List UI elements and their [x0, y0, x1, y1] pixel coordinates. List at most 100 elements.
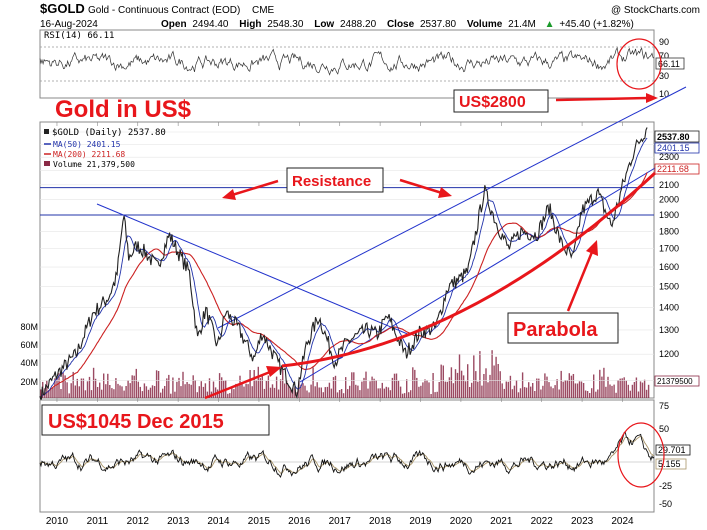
rsi-frame: [39, 29, 655, 99]
volume-bar: [428, 382, 430, 398]
resistance-arrow-right-line: [399, 178, 443, 195]
volume-bar: [72, 371, 74, 398]
rsi-badge-box: [655, 57, 685, 70]
volume-bar: [54, 378, 56, 398]
volume-bar: [521, 372, 524, 398]
rsi-highlight-circle: [616, 38, 662, 90]
volume-bar: [418, 386, 420, 398]
volume-bar: [164, 386, 166, 398]
volume-bar: [160, 392, 162, 398]
volume-bar: [243, 386, 245, 398]
volume-bar: [367, 388, 369, 398]
volume-bar: [271, 384, 274, 398]
volume-bar: [103, 373, 105, 398]
volume-bar: [151, 385, 154, 398]
volume-bar: [503, 388, 505, 398]
volume-bar: [109, 385, 111, 398]
volume-bar: [505, 381, 507, 398]
volume-bar: [320, 387, 322, 398]
low-note-arrow-line: [204, 370, 271, 400]
x-tick-label: 2013: [167, 516, 190, 527]
volume-bar: [399, 386, 402, 398]
volume-bar: [450, 367, 453, 398]
volume-bar: [383, 388, 385, 398]
volume-bar: [101, 389, 103, 398]
volume-bar: [424, 379, 426, 398]
volume-bar: [395, 373, 398, 398]
price-tick-label: 1800: [659, 226, 679, 236]
volume-bar: [481, 385, 483, 398]
volume-bar: [473, 355, 475, 398]
volume-bar: [198, 386, 200, 398]
volume-bar: [308, 392, 310, 398]
volume-bar: [288, 385, 290, 398]
volume-bar: [621, 378, 623, 398]
volume-bar: [436, 391, 438, 398]
volume-bar: [412, 367, 414, 398]
volume-bar: [182, 371, 184, 398]
volume-bar: [326, 386, 329, 398]
volume-bar: [190, 384, 192, 398]
open-value: 2494.40: [192, 19, 229, 30]
price-legend: $GOLD (Daily) 2537.80 MA(50) 2401.15 MA(…: [44, 128, 166, 169]
volume-bar: [562, 381, 564, 398]
volume-bar: [385, 386, 387, 398]
price-tick-label: 1900: [659, 210, 679, 220]
volume-bar: [471, 382, 473, 398]
ma200-badge: 2211.68: [657, 164, 689, 174]
volume-bar: [401, 393, 404, 398]
volume-bar: [52, 387, 54, 398]
volume-bar: [284, 383, 286, 398]
volume-bar: [342, 393, 345, 398]
volume-bar: [607, 376, 609, 398]
volume-bar: [597, 389, 599, 398]
volume-bar: [143, 383, 146, 398]
volume-bar: [86, 381, 89, 398]
volume-bar: [643, 379, 646, 398]
volume-bar: [574, 383, 577, 398]
volume-bar: [625, 380, 627, 398]
volume-value: 21.4M: [508, 19, 536, 30]
volume-bar: [84, 390, 87, 398]
x-tick-label: 2019: [409, 516, 432, 527]
target-box: [453, 89, 549, 113]
volume-bar: [115, 378, 117, 398]
volume-bar: [186, 382, 188, 398]
volume-bar: [259, 378, 261, 398]
annotations: Gold in US$ US$2800 Resistance Parabola …: [41, 38, 665, 488]
volume-bar: [389, 390, 392, 398]
momentum-signal-series: [39, 435, 655, 474]
volume-bar: [176, 381, 178, 398]
volume-bar: [564, 380, 566, 398]
svg-text:Open 2494.40 High: Open 2494.40 High 2548.30 Low 2488.20 Cl…: [161, 19, 634, 30]
legend-volume: Volume 21,379,500: [53, 160, 135, 169]
rsi-tick-70: 70: [659, 51, 669, 61]
x-tick-label: 2021: [490, 516, 513, 527]
volume-bar: [351, 372, 353, 398]
volume-bar: [277, 389, 280, 398]
volume-bar: [371, 376, 373, 398]
volume-bar: [96, 387, 99, 398]
volume-bar: [452, 383, 455, 398]
volume-bar: [131, 375, 133, 398]
legend-ma50: MA(50) 2401.15: [53, 140, 121, 149]
volume-bar: [273, 387, 276, 398]
volume-bar: [340, 389, 343, 398]
x-tick-label: 2011: [87, 516, 109, 527]
parabola-box: [507, 312, 619, 344]
volume-bar: [645, 389, 648, 398]
volume-bar: [507, 381, 509, 398]
volume-bar: [355, 384, 357, 398]
x-tick-label: 2022: [531, 516, 554, 527]
volume-bar: [172, 377, 174, 398]
volume-bar: [414, 369, 416, 398]
volume-bar: [359, 390, 361, 398]
volume-bar: [62, 372, 64, 398]
volume-bar: [267, 375, 270, 398]
date-label: 16-Aug-2024: [40, 19, 98, 30]
volume-bar: [300, 384, 302, 398]
volume-bar: [334, 375, 337, 398]
volume-bar: [188, 383, 190, 398]
volume-bar: [477, 381, 479, 398]
volume-bar: [196, 392, 198, 398]
